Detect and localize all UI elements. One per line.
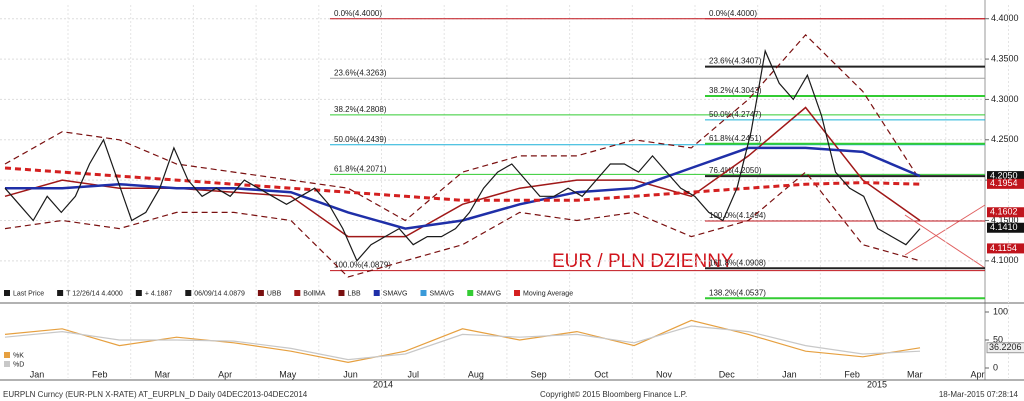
y-tick-label: 4.4000 [991,13,1019,23]
legend-swatch [467,290,474,296]
y-tick-label: 100 [993,306,1008,316]
legend-label: SMAVG [429,290,454,297]
legend-label: 06/09/14 4.0879 [194,290,245,297]
y-tick-label: 4.3000 [991,94,1019,104]
fib-label: 50.0%(4.2747) [709,110,762,119]
x-tick-label: Sep [531,369,547,379]
price-tag [987,243,1024,254]
y-tick-label: 50 [993,334,1003,344]
x-tick-label: Jun [343,369,358,379]
trend-line [904,204,986,256]
fib-label: 161.8%(4.0908) [709,258,766,267]
fib-label: 138.2%(4.0537) [709,288,766,297]
x-tick-label: Feb [92,369,108,379]
x-tick-label: Dec [719,369,736,379]
fib-label: 38.2%(4.3043) [709,86,762,95]
footer-right: 18-Mar-2015 07:28:14 [939,390,1019,399]
y-tick-label: 4.1000 [991,255,1019,265]
value-tag-label: 36.2206 [989,342,1022,352]
legend-swatch [257,290,264,296]
price-line [4,48,921,262]
x-tick-label: Mar [155,369,171,379]
fib-label: 100.0%(4.1494) [709,211,766,220]
fib-label: 0.0%(4.4000) [709,9,757,18]
legend-swatch [514,290,521,296]
legend-label: BollMA [303,290,326,297]
legend-swatch [373,290,380,296]
x-tick-label: Aug [468,369,484,379]
value-tag [986,342,1024,354]
legend-swatch [4,361,10,367]
x-tick-label: Nov [656,369,673,379]
indicator-line [4,171,921,278]
fib-label: 23.6%(4.3407) [709,57,762,66]
fib-label: 61.8%(4.2451) [709,134,762,143]
x-tick-label: Jan [782,369,797,379]
indicator-line [4,106,921,238]
fib-label: 100.0%(4.0879) [334,261,391,270]
fib-label: 0.0%(4.4000) [334,9,382,18]
year-label: 2015 [867,379,887,389]
price-tag-label: 4.1410 [990,222,1018,232]
price-tag-label: 4.1954 [990,178,1018,188]
legend-swatch [57,290,64,296]
legend-swatch [4,290,10,296]
legend-label: + 4.1887 [145,290,173,297]
legend-label: UBB [267,290,282,297]
legend-label: %K [13,352,24,359]
legend-swatch [4,352,10,358]
indicator-line [4,34,921,222]
price-tag-label: 4.2050 [990,170,1018,180]
fib-label: 23.6%(4.3263) [334,68,387,77]
y-tick-label: 4.2500 [991,134,1019,144]
x-tick-label: Apr [970,369,984,379]
x-tick-label: May [279,369,297,379]
legend-swatch [135,290,142,296]
y-tick-label: 4.3500 [991,53,1019,63]
legend-label: T 12/26/14 4.4000 [66,290,123,297]
y-tick-label: 0 [993,362,998,372]
oscillator-line [4,325,921,361]
fib-label: 76.4%(4.2050) [709,166,762,175]
x-tick-label: Jan [30,369,45,379]
x-tick-label: Feb [844,369,860,379]
legend-label: Last Price [13,290,44,297]
year-label: 2014 [373,379,393,389]
fib-label: 50.0%(4.2439) [334,135,387,144]
price-tag [987,222,1024,233]
legend-swatch [294,290,301,296]
legend-label: SMAVG [476,290,501,297]
fib-label: 38.2%(4.2808) [334,105,387,114]
x-tick-label: Oct [594,369,609,379]
legend-swatch [420,290,427,296]
price-tag-label: 4.1602 [990,207,1018,217]
annotation: EUR / PLN DZIENNY [552,251,734,272]
x-tick-label: Mar [907,369,923,379]
x-tick-label: Apr [218,369,232,379]
fib-label: 61.8%(4.2071) [334,165,387,174]
x-tick-label: Jul [407,369,419,379]
price-tag [987,171,1024,182]
legend-label: LBB [347,290,361,297]
footer-left: EURPLN Curncy (EUR-PLN X-RATE) AT_EURPLN… [3,390,308,399]
legend-label: %D [13,361,24,368]
footer-center: Copyright© 2015 Bloomberg Finance L.P. [540,390,687,399]
price-tag [987,178,1024,189]
legend-swatch [338,290,345,296]
indicator-line [4,166,921,202]
legend-label: Moving Average [523,290,573,297]
price-tag-label: 4.1154 [990,243,1017,253]
price-tag [987,207,1024,218]
y-tick-label: 4.1500 [991,215,1019,225]
legend-swatch [185,290,192,296]
legend-label: SMAVG [383,290,408,297]
trend-line [904,214,986,269]
